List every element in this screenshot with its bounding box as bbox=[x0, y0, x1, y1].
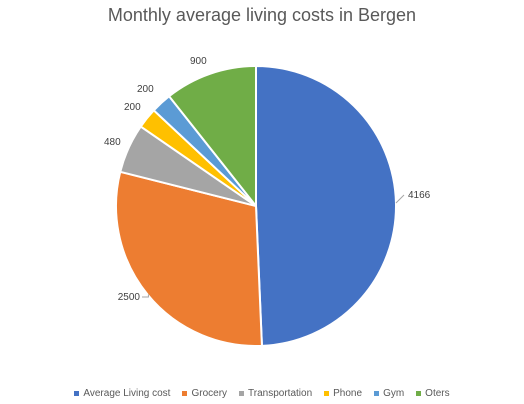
legend-swatch bbox=[239, 391, 245, 396]
legend-swatch bbox=[324, 391, 330, 396]
data-label-transportation: 480 bbox=[104, 137, 121, 148]
leader-line-average-living-cost bbox=[395, 194, 405, 204]
pie-slice-average-living-cost bbox=[255, 64, 397, 347]
legend-label: Phone bbox=[333, 388, 363, 399]
pie-slices bbox=[115, 64, 397, 347]
legend-label: Average Living cost bbox=[83, 388, 171, 399]
legend-item-average-living-cost: Average Living cost bbox=[74, 388, 170, 399]
data-label-average-living-cost: 4166 bbox=[408, 190, 431, 201]
pie-slice-oters bbox=[167, 64, 257, 209]
legend-item-gym: Gym bbox=[374, 388, 404, 399]
data-label-gym: 200 bbox=[137, 84, 154, 95]
legend-swatch bbox=[74, 391, 80, 396]
legend-swatch bbox=[374, 391, 380, 396]
data-label-oters: 900 bbox=[190, 56, 207, 67]
chart-title: Monthly average living costs in Bergen bbox=[107, 5, 417, 25]
data-label-grocery: 2500 bbox=[118, 292, 141, 303]
pie-slice-grocery bbox=[115, 170, 263, 347]
legend-label: Gym bbox=[383, 388, 405, 399]
legend-label: Grocery bbox=[191, 388, 228, 399]
legend-item-oters: Oters bbox=[416, 388, 450, 399]
pie-data-labels: 4166 2500 480 200 200 900 bbox=[104, 56, 431, 303]
legend-swatch bbox=[416, 391, 422, 396]
leader-line-grocery bbox=[142, 294, 149, 298]
legend-swatch bbox=[182, 391, 188, 396]
data-label-phone: 200 bbox=[124, 102, 141, 113]
legend-item-phone: Phone bbox=[324, 388, 362, 399]
pie-leader-lines bbox=[142, 194, 405, 298]
legend-label: Oters bbox=[425, 388, 450, 399]
legend-item-transportation: Transportation bbox=[239, 388, 312, 399]
legend-item-grocery: Grocery bbox=[182, 388, 227, 399]
chart-legend: Average Living cost Grocery Transportation… bbox=[0, 388, 524, 399]
legend-label: Transportation bbox=[248, 388, 313, 399]
